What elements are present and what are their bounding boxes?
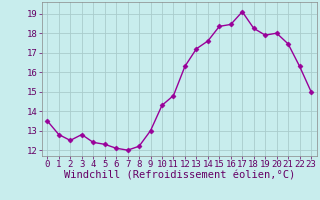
X-axis label: Windchill (Refroidissement éolien,°C): Windchill (Refroidissement éolien,°C)	[64, 171, 295, 181]
